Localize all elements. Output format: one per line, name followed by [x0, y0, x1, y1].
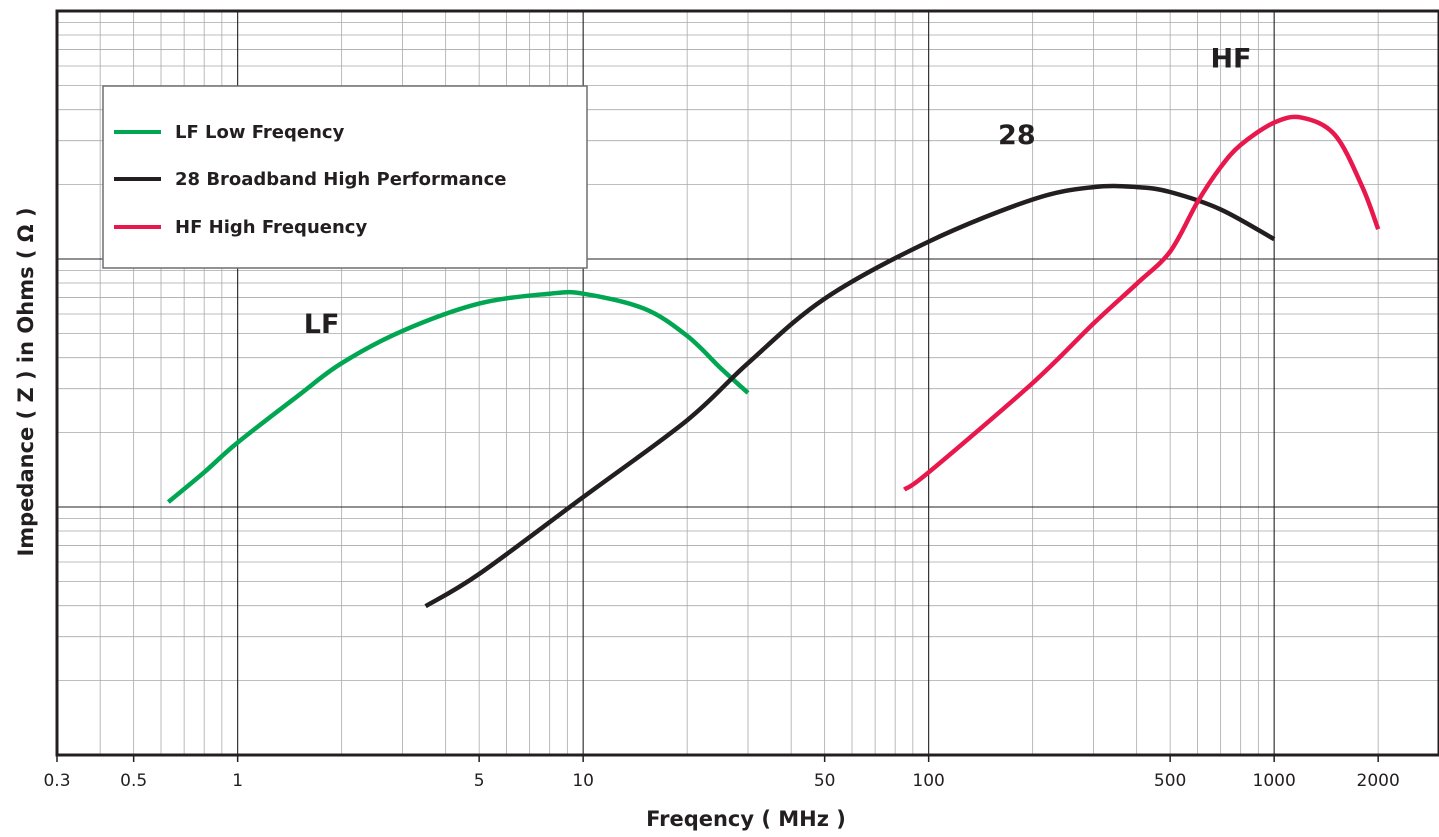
x-tick-label: 0.5 — [120, 771, 147, 791]
x-tick-label: 10 — [572, 771, 594, 791]
x-tick-label: 0.3 — [43, 771, 70, 791]
plot-frame — [55, 9, 1439, 757]
series-curves — [166, 114, 1381, 609]
legend-box — [102, 85, 588, 269]
x-tick-label: 1 — [232, 771, 243, 791]
x-tick-label: 2000 — [1357, 771, 1400, 791]
series-line-hf — [902, 114, 1381, 492]
x-tick-label: 50 — [814, 771, 836, 791]
series-line-lf — [166, 289, 750, 504]
legend-entry-lf: LF Low Freqency — [175, 122, 345, 143]
x-tick-label: 1000 — [1253, 771, 1296, 791]
curve-label-lf: LF — [304, 309, 340, 340]
series-line-28 — [424, 183, 1276, 609]
legend-entry-hf: HF High Frequency — [175, 217, 367, 238]
y-axis-title: Impedance ( Z ) in Ohms ( Ω ) — [14, 207, 38, 556]
x-tick-label: 500 — [1154, 771, 1186, 791]
legend: LF Low Freqency 28 Broadband High Perfor… — [102, 85, 588, 269]
curve-label-28: 28 — [998, 120, 1036, 151]
x-axis-title: Freqency ( MHz ) — [646, 807, 846, 831]
legend-entry-28: 28 Broadband High Performance — [175, 169, 506, 190]
x-axis-ticks: 0.3 0.5 1 5 10 50 100 500 1000 2000 — [43, 755, 1400, 791]
curve-labels: LF 28 HF — [304, 44, 1252, 340]
x-tick-label: 5 — [474, 771, 485, 791]
x-tick-label: 100 — [912, 771, 944, 791]
curve-label-hf: HF — [1210, 44, 1251, 75]
